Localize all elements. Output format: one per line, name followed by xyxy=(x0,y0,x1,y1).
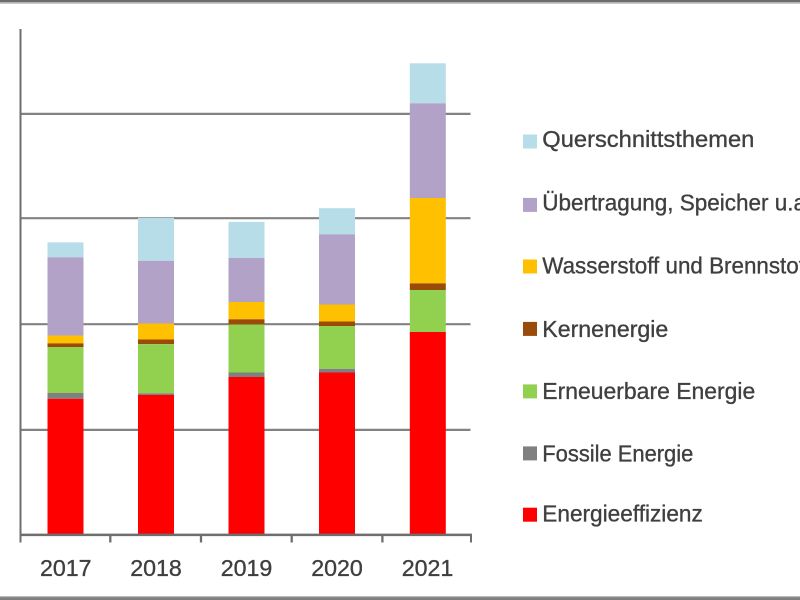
svg-text:Übertragung, Speicher u.a.: Übertragung, Speicher u.a. xyxy=(542,189,800,215)
svg-text:Erneuerbare Energie: Erneuerbare Energie xyxy=(542,378,755,404)
svg-text:2021: 2021 xyxy=(402,555,454,581)
svg-text:2018: 2018 xyxy=(130,555,182,581)
svg-text:Querschnittsthemen: Querschnittsthemen xyxy=(542,126,754,152)
svg-text:2019: 2019 xyxy=(221,555,273,581)
svg-text:Wasserstoff und Brennstoffzell: Wasserstoff und Brennstoffzellen xyxy=(542,252,800,278)
svg-text:Energieeffizienz: Energieeffizienz xyxy=(542,500,703,526)
svg-text:2017: 2017 xyxy=(40,555,92,581)
svg-text:Kernenergie: Kernenergie xyxy=(542,316,668,342)
svg-text:2020: 2020 xyxy=(311,555,363,581)
svg-text:Fossile Energie: Fossile Energie xyxy=(542,440,693,466)
